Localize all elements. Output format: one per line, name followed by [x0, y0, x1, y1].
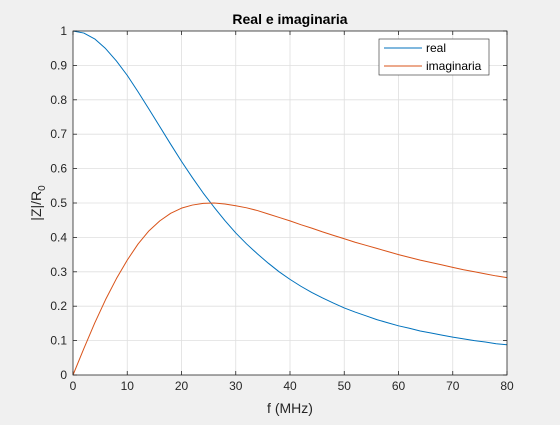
series-line-real [72, 30, 508, 346]
legend-box [378, 38, 490, 76]
tick-labels: 0 10 20 30 40 50 60 70 80 0 0.1 0.2 0.3 0.4 0.5 0.6 0.7 0… [50, 24, 514, 393]
y-axis-label: |Z|/R0 [28, 185, 48, 221]
y-tick-label: 0.9 [50, 58, 67, 72]
y-tick-label: 0.7 [50, 127, 67, 141]
x-tick-label: 30 [229, 379, 243, 393]
x-tick-label: 80 [500, 379, 514, 393]
legend: real imaginaria [378, 38, 490, 76]
y-tick-label: 0 [60, 368, 67, 382]
legend-label-real: real [426, 41, 446, 55]
x-tick-label: 0 [70, 379, 77, 393]
y-tick-label: 0.1 [50, 334, 67, 348]
x-tick-label: 60 [392, 379, 406, 393]
x-tick-label: 40 [283, 379, 297, 393]
x-tick-label: 50 [338, 379, 352, 393]
x-tick-label: 70 [446, 379, 460, 393]
y-tick-label: 0.3 [50, 265, 67, 279]
grid [73, 31, 507, 375]
y-tick-label: 0.4 [50, 230, 67, 244]
y-tick-label: 0.5 [50, 196, 67, 210]
y-tick-label: 0.2 [50, 299, 67, 313]
series-layer [72, 30, 508, 376]
y-tick-label: 1 [60, 24, 67, 38]
y-tick-label: 0.6 [50, 162, 67, 176]
x-tick-label: 20 [175, 379, 189, 393]
y-tick-label: 0.8 [50, 93, 67, 107]
legend-label-imaginaria: imaginaria [426, 59, 482, 73]
chart-title: Real e imaginaria [232, 11, 347, 27]
y-axis-label-main: |Z|/R [28, 191, 44, 221]
x-tick-label: 10 [121, 379, 135, 393]
x-axis-label: f (MHz) [267, 400, 313, 416]
y-axis-label-subscript: 0 [37, 185, 48, 191]
series-line-imaginaria [72, 202, 508, 376]
ticks [72, 30, 508, 376]
